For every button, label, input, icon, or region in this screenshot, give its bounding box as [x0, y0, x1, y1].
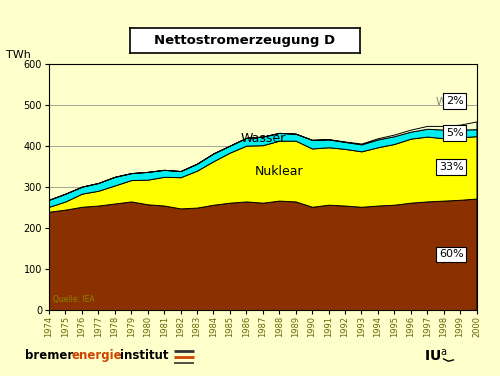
- Text: Nuklear: Nuklear: [255, 165, 304, 178]
- Text: 60%: 60%: [439, 249, 464, 259]
- Text: TWh: TWh: [6, 50, 32, 60]
- Text: Quelle: IEA: Quelle: IEA: [54, 295, 95, 304]
- Text: institut: institut: [120, 349, 168, 362]
- Text: energie: energie: [71, 349, 122, 362]
- Text: 2%: 2%: [446, 96, 464, 106]
- Text: 5%: 5%: [446, 128, 464, 138]
- Text: Nettostromerzeugung D: Nettostromerzeugung D: [154, 34, 336, 47]
- Text: bremer: bremer: [24, 349, 73, 362]
- Text: 33%: 33%: [439, 162, 464, 172]
- Text: Wasser: Wasser: [240, 132, 286, 145]
- Text: Wind: Wind: [436, 97, 464, 107]
- Text: IU$^{\sf{a}}$: IU$^{\sf{a}}$: [424, 347, 448, 364]
